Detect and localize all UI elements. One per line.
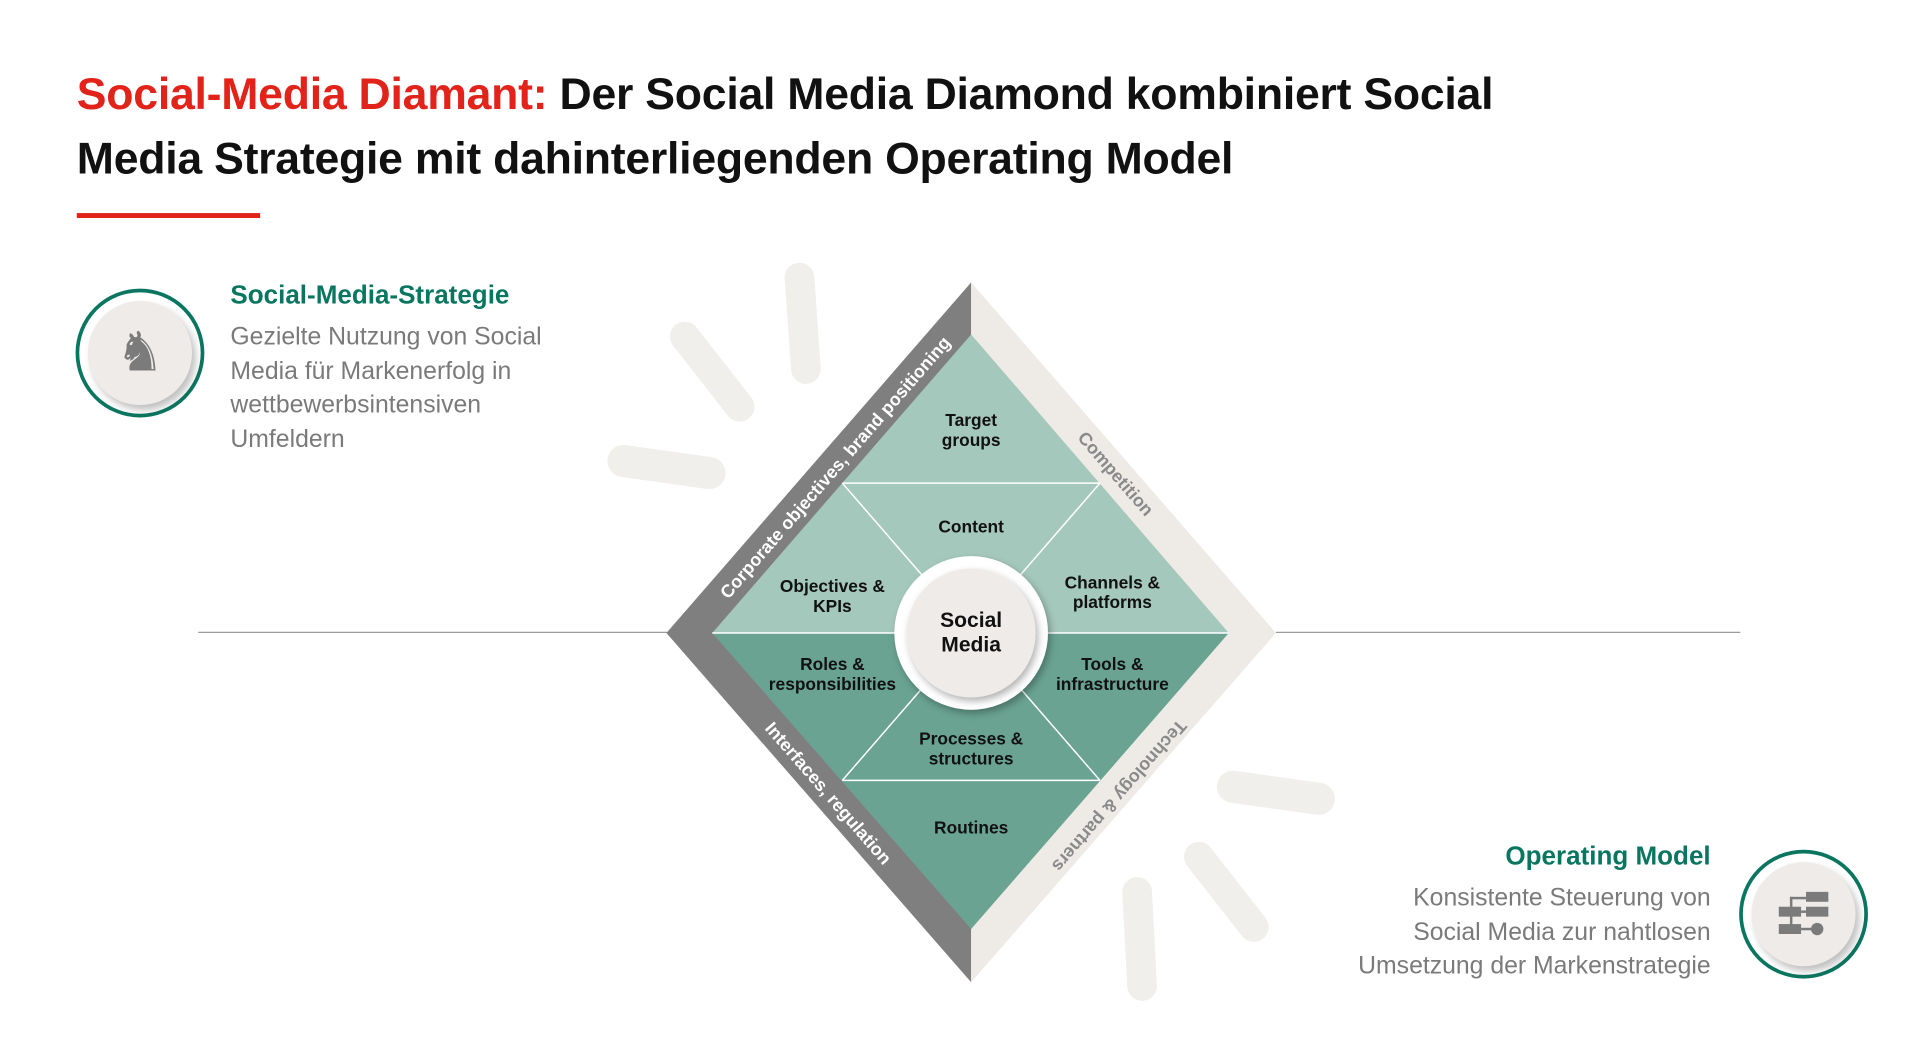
chess-knight-icon: ♞ [115, 320, 165, 385]
strategy-description: Gezielte Nutzung von Social Media für Mar… [230, 323, 542, 453]
segment-processes: Processes & structures [919, 728, 1024, 769]
segment-target-groups: Target groups [941, 410, 1001, 450]
title-line2: Media Strategie mit dahinterliegenden Op… [76, 132, 1234, 184]
center-label: Social Media [940, 608, 1003, 657]
decorative-rays [607, 262, 1335, 1001]
ray [1184, 841, 1269, 942]
divider-right [1275, 631, 1741, 633]
org-chart-icon [1778, 891, 1829, 936]
strategy-icon-badge: ♞ [75, 288, 205, 418]
ray [1122, 877, 1157, 1001]
title-accent: Social-Media Diamant: [76, 68, 548, 119]
segment-channels: Channels & platforms [1064, 572, 1161, 612]
segment-content: Content [938, 516, 1004, 537]
segment-objectives: Objectives & KPIs [779, 576, 885, 616]
segment-routines: Routines [934, 817, 1009, 838]
segment-tools: Tools & infrastructure [1055, 654, 1169, 694]
ray [1216, 770, 1335, 815]
operating-heading: Operating Model [1505, 842, 1711, 871]
strategy-heading: Social-Media-Strategie [230, 281, 510, 310]
page-title: Social-Media Diamant: Der Social Media D… [77, 62, 1873, 191]
operating-description: Konsistente Steuerung von Social Media zu… [1358, 884, 1711, 980]
segment-roles: Roles & responsibilities [768, 654, 897, 694]
title-line1: Der Social Media Diamond kombiniert Soci… [547, 68, 1494, 119]
ray [669, 321, 755, 422]
ray [607, 444, 726, 490]
center-disc [906, 568, 1036, 698]
operating-icon-badge [1739, 849, 1868, 979]
ray [784, 262, 821, 384]
title-underline [76, 213, 261, 219]
divider-left [198, 631, 669, 633]
